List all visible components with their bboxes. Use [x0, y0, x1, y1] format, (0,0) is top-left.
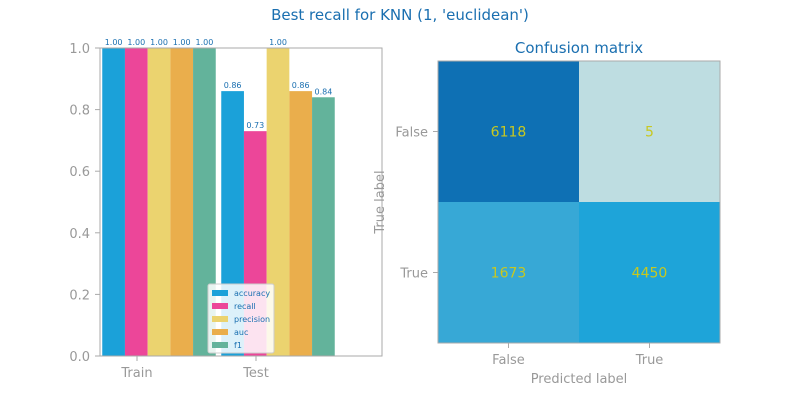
y-axis-label: True label [373, 170, 388, 234]
matrix-cell-value: 5 [645, 125, 654, 141]
matrix-frame [437, 60, 721, 344]
bar-value-label: 0.86 [224, 81, 242, 90]
legend-swatch-auc [212, 329, 228, 335]
bar-value-label: 0.84 [314, 87, 332, 96]
y-tick-label: 1.0 [69, 42, 90, 57]
legend-label-precision: precision [234, 315, 270, 324]
bar-value-label: 0.86 [292, 81, 310, 90]
matrix-cell-value: 6118 [491, 125, 527, 141]
bar-value-label: 0.73 [246, 121, 264, 130]
y-tick-label-true: True [399, 267, 428, 282]
matrix-cell-0-0 [438, 61, 579, 202]
legend-label-auc: auc [234, 328, 248, 337]
matrix-cell-0-1 [579, 61, 720, 202]
bar-auc-test [289, 91, 313, 357]
bar-precision-train [147, 48, 171, 356]
bar-accuracy-train [102, 48, 125, 356]
y-tick-label: 0.8 [69, 104, 90, 119]
y-tick-label: 0.0 [69, 350, 90, 365]
legend-label-f1: f1 [234, 341, 242, 350]
legend-label-recall: recall [234, 302, 256, 311]
legend-label-accuracy: accuracy [234, 289, 270, 298]
x-tick-label-test: Test [242, 366, 269, 381]
confusion-matrix-title: Confusion matrix [515, 39, 643, 57]
bar-auc-train [170, 48, 194, 356]
bar-plot-frame [99, 47, 383, 357]
y-tick-label-false: False [395, 126, 428, 141]
matrix-cell-1-1 [579, 202, 720, 343]
bar-chart: 0.0 0.2 0.4 0.6 0.8 1.0 Train Test 1.00 1.00 1.0… [69, 38, 383, 381]
x-tick-label-false: False [492, 353, 525, 368]
x-tick-label-train: Train [120, 366, 152, 381]
legend-swatch-f1 [212, 342, 228, 348]
bar-value-label: 1.00 [150, 38, 168, 47]
y-tick-label: 0.6 [69, 165, 90, 180]
legend-swatch-accuracy [212, 290, 228, 296]
legend-swatch-recall [212, 303, 228, 309]
y-tick-label: 0.4 [69, 227, 90, 242]
bar-value-label: 1.00 [105, 38, 123, 47]
bar-f1-test [312, 97, 335, 356]
legend: accuracy recall precision auc f1 [207, 283, 275, 354]
matrix-cell-value: 4450 [632, 266, 668, 282]
legend-box [207, 283, 275, 354]
bar-recall-train [124, 48, 148, 356]
legend-swatch-precision [212, 316, 228, 322]
matrix-cell-value: 1673 [491, 266, 527, 282]
bar-value-label: 1.00 [195, 38, 213, 47]
x-axis-label: Predicted label [531, 372, 628, 387]
x-tick-label-true: True [635, 353, 664, 368]
bar-precision-test [266, 48, 290, 356]
bar-value-label: 1.00 [173, 38, 191, 47]
confusion-matrix: Confusion matrix 6118 5 1673 4450 False True… [373, 39, 721, 387]
figure-title: Best recall for KNN (1, 'euclidean') [271, 6, 529, 24]
bar-f1-train [193, 48, 216, 356]
y-tick-label: 0.2 [69, 288, 90, 303]
bar-value-label: 1.00 [269, 38, 287, 47]
bar-value-label: 1.00 [127, 38, 145, 47]
matrix-cell-1-0 [438, 202, 579, 343]
